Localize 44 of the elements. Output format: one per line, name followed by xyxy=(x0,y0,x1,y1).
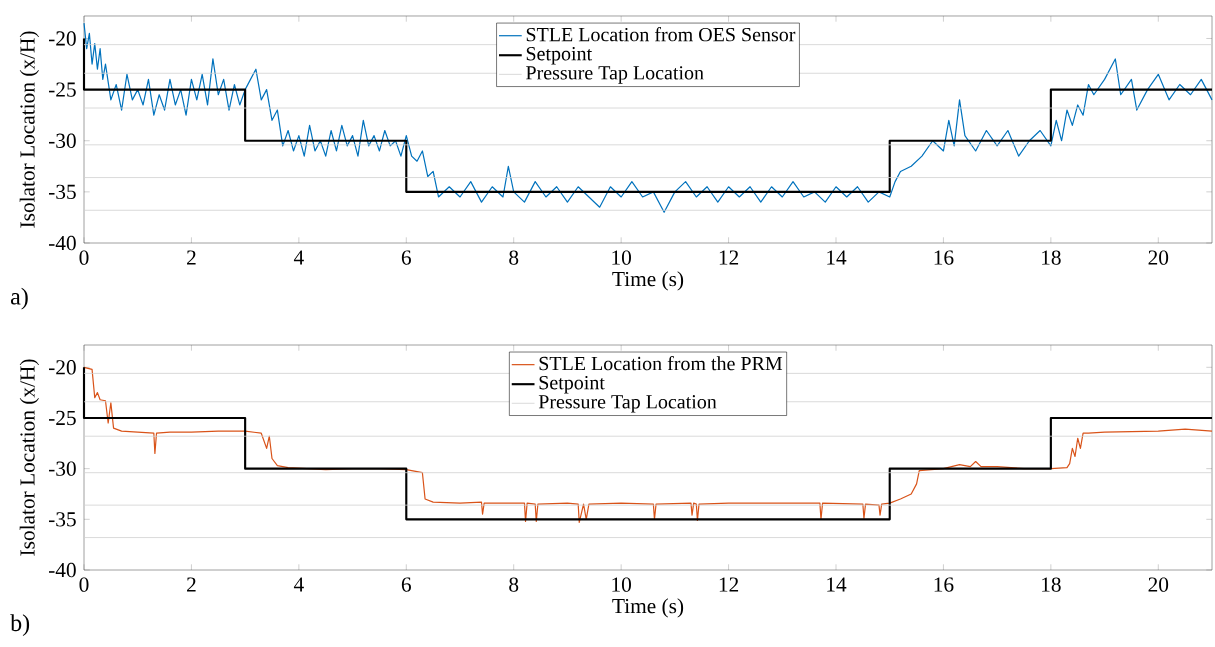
y-tick-label: -30 xyxy=(48,133,76,148)
x-tick-label: 6 xyxy=(401,577,411,592)
x-tick-label: 20 xyxy=(1148,577,1169,592)
legend-label: Setpoint xyxy=(539,375,605,394)
legend-label: STLE Location from the PRM xyxy=(539,356,783,371)
x-axis-title: Time (s) xyxy=(612,271,684,291)
legend-label: STLE Location from OES Sensor xyxy=(526,27,796,42)
x-tick-label: 10 xyxy=(612,577,631,592)
x-tick-label: 18 xyxy=(1042,250,1061,265)
y-tick-label: -20 xyxy=(48,360,76,375)
x-tick-label: 14 xyxy=(827,250,847,265)
legend-label: Pressure Tap Location xyxy=(538,395,717,413)
y-tick-label: -25 xyxy=(48,82,76,97)
y-tick-label: -30 xyxy=(48,461,76,476)
x-tick-label: 4 xyxy=(293,577,304,592)
y-tick-label: -35 xyxy=(48,184,76,200)
x-tick-label: 16 xyxy=(934,250,954,265)
x-tick-label: 8 xyxy=(509,250,519,265)
x-tick-label: 2 xyxy=(187,577,196,592)
x-tick-label: 18 xyxy=(1042,577,1061,592)
x-tick-label: 2 xyxy=(187,250,196,265)
x-tick-label: 12 xyxy=(719,250,739,265)
x-tick-label: 4 xyxy=(293,250,304,265)
y-tick-label: -40 xyxy=(48,235,76,251)
text: b) xyxy=(10,614,30,636)
x-tick-label: 10 xyxy=(612,250,631,265)
legend-label: Pressure Tap Location xyxy=(526,66,704,84)
x-tick-label: 14 xyxy=(827,577,847,592)
x-tick-label: 16 xyxy=(934,577,954,592)
y-tick-label: -35 xyxy=(48,512,76,527)
y-axis-title: Isolator Location (x/H) xyxy=(19,359,40,556)
x-tick-label: 8 xyxy=(509,577,519,592)
text: a) xyxy=(10,287,28,310)
x-tick-label: 20 xyxy=(1148,250,1169,265)
x-tick-label: 0 xyxy=(79,577,89,592)
y-tick-label: -25 xyxy=(48,410,76,426)
x-axis-title: Time (s) xyxy=(612,598,684,618)
x-tick-label: 6 xyxy=(401,250,411,265)
y-tick-label: -40 xyxy=(48,562,76,578)
x-tick-label: 0 xyxy=(79,250,89,265)
x-tick-label: 12 xyxy=(719,577,739,592)
y-tick-label: -20 xyxy=(48,31,76,46)
legend-label: Setpoint xyxy=(526,47,593,65)
y-axis-title: Isolator Location (x/H) xyxy=(19,31,40,228)
